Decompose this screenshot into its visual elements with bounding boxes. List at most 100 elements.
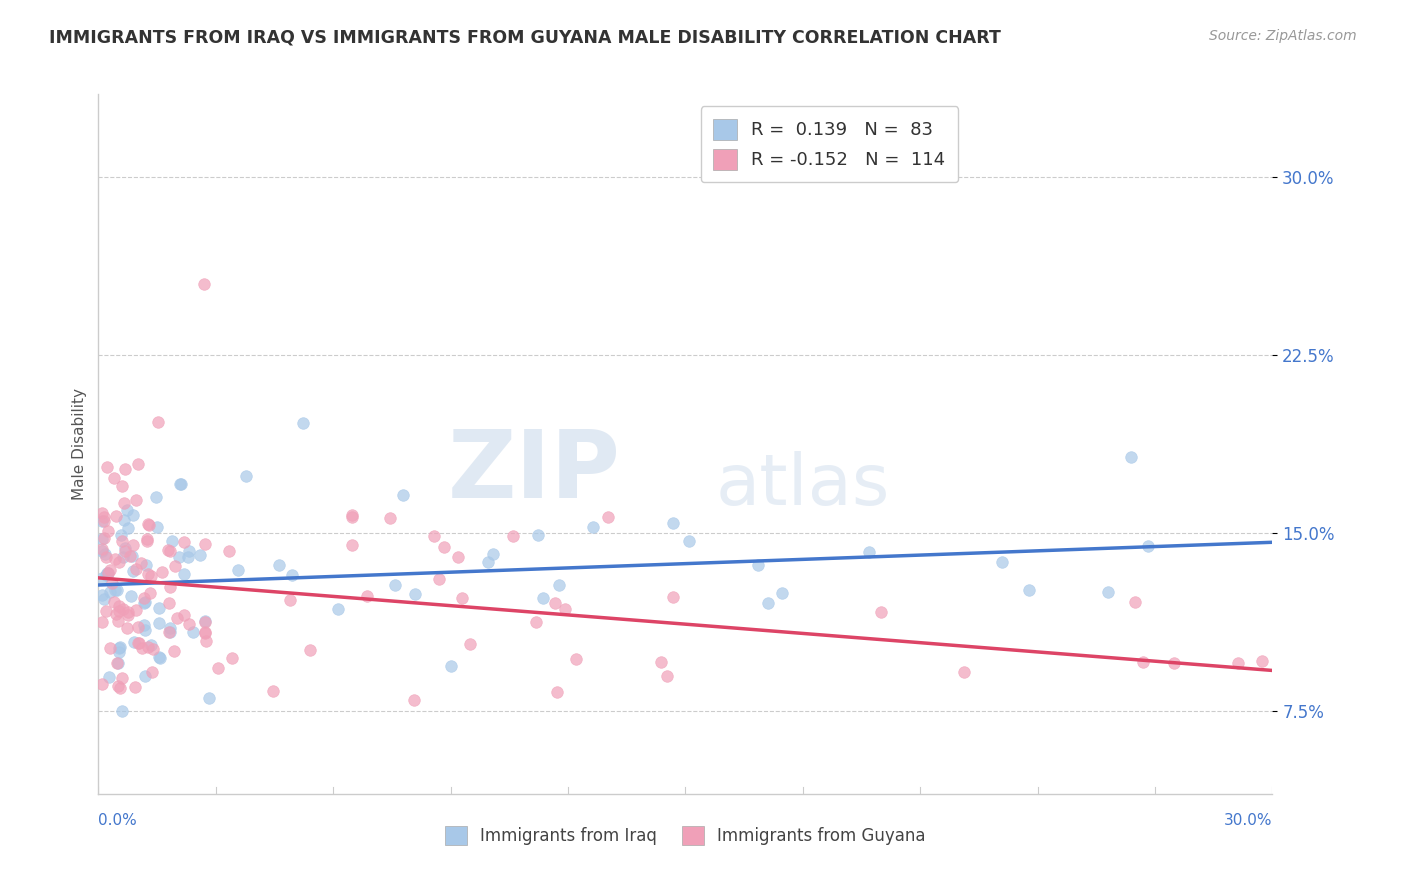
Point — [96, 460, 118, 475]
Point — [142, 641, 165, 656]
Point — [111, 534, 134, 549]
Point — [139, 586, 162, 600]
Point — [93, 509, 115, 524]
Point — [427, 573, 450, 587]
Point — [103, 471, 125, 485]
Point — [146, 520, 169, 534]
Point — [1123, 595, 1146, 609]
Point — [477, 555, 499, 569]
Point — [194, 615, 217, 630]
Point — [96, 566, 118, 581]
Point — [104, 509, 127, 524]
Point — [94, 547, 117, 561]
Point — [163, 643, 186, 657]
Point — [150, 566, 173, 580]
Point — [1119, 450, 1142, 465]
Point — [125, 492, 148, 507]
Point — [91, 677, 114, 691]
Point — [134, 596, 156, 610]
Point — [440, 659, 463, 673]
Point — [177, 549, 200, 564]
Point — [991, 555, 1014, 569]
Point — [226, 564, 249, 578]
Point — [1097, 584, 1119, 599]
Point — [110, 681, 132, 695]
Point — [458, 637, 481, 651]
Point — [108, 599, 131, 614]
Text: atlas: atlas — [716, 451, 890, 520]
Point — [159, 624, 181, 639]
Point — [135, 558, 157, 573]
Point — [1163, 656, 1185, 670]
Point — [125, 603, 148, 617]
Point — [451, 591, 474, 605]
Point — [299, 643, 322, 657]
Point — [96, 567, 118, 582]
Point — [159, 544, 181, 558]
Point — [160, 533, 183, 548]
Point — [114, 541, 136, 556]
Point — [565, 652, 588, 666]
Point — [138, 518, 160, 533]
Point — [235, 469, 257, 483]
Point — [107, 645, 129, 659]
Point — [404, 693, 426, 707]
Point — [342, 538, 364, 552]
Point — [107, 656, 129, 670]
Point — [340, 508, 363, 523]
Point — [1227, 656, 1250, 670]
Point — [218, 544, 240, 558]
Point — [340, 509, 363, 524]
Point — [156, 542, 179, 557]
Point — [121, 549, 143, 563]
Point — [148, 649, 170, 664]
Point — [134, 591, 156, 605]
Text: 0.0%: 0.0% — [98, 813, 138, 828]
Y-axis label: Male Disability: Male Disability — [72, 388, 87, 500]
Point — [194, 626, 217, 640]
Point — [482, 547, 505, 561]
Point — [135, 532, 157, 546]
Point — [93, 514, 115, 528]
Point — [221, 650, 243, 665]
Point — [91, 541, 114, 556]
Point — [194, 614, 217, 628]
Point — [662, 591, 685, 605]
Point — [198, 691, 221, 706]
Point — [127, 636, 149, 650]
Point — [91, 514, 114, 528]
Point — [159, 621, 181, 635]
Point — [207, 661, 229, 675]
Point — [292, 416, 315, 430]
Point — [148, 601, 170, 615]
Point — [262, 683, 284, 698]
Point — [166, 611, 188, 625]
Point — [128, 636, 150, 650]
Point — [104, 607, 127, 622]
Point — [103, 583, 125, 598]
Text: IMMIGRANTS FROM IRAQ VS IMMIGRANTS FROM GUYANA MALE DISABILITY CORRELATION CHART: IMMIGRANTS FROM IRAQ VS IMMIGRANTS FROM … — [49, 29, 1001, 46]
Point — [110, 528, 132, 542]
Point — [447, 550, 470, 565]
Point — [103, 595, 125, 609]
Point — [548, 578, 571, 592]
Point — [107, 679, 129, 693]
Point — [136, 567, 159, 582]
Point — [112, 602, 135, 616]
Point — [177, 616, 200, 631]
Point — [138, 517, 160, 532]
Point — [134, 595, 156, 609]
Point — [111, 550, 134, 565]
Point — [91, 615, 114, 630]
Point — [121, 564, 143, 578]
Point — [384, 578, 406, 592]
Point — [195, 634, 218, 648]
Point — [134, 623, 156, 637]
Legend: Immigrants from Iraq, Immigrants from Guyana: Immigrants from Iraq, Immigrants from Gu… — [439, 820, 932, 852]
Point — [124, 562, 146, 576]
Point — [117, 621, 139, 635]
Point — [114, 462, 136, 476]
Point — [91, 588, 114, 602]
Point — [122, 508, 145, 523]
Point — [91, 544, 114, 558]
